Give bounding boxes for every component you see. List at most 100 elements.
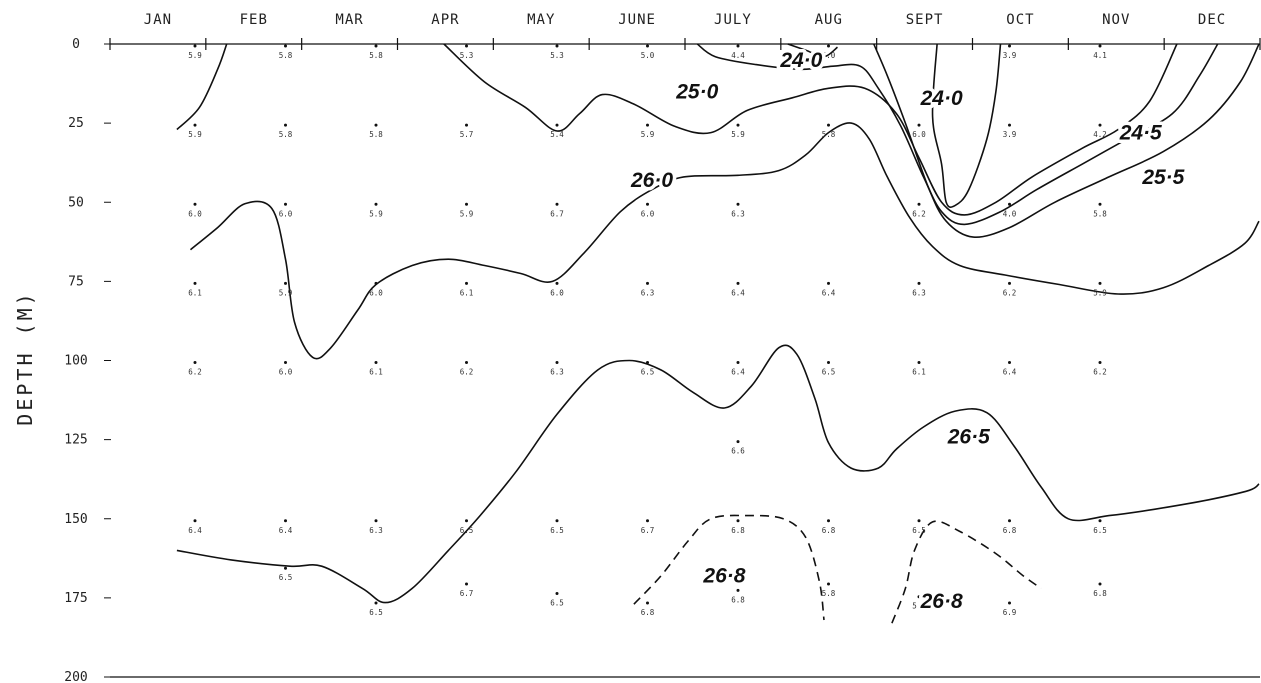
observation-dot — [646, 44, 649, 48]
observation-value: 5.9 — [188, 130, 202, 139]
observation-value: 6.0 — [641, 209, 655, 218]
observation-dot — [646, 123, 649, 127]
observation-value: 6.2 — [912, 209, 926, 218]
observation-value: 5.9 — [279, 288, 293, 297]
observation-value: 6.8 — [731, 595, 745, 604]
observation-dot — [374, 123, 378, 127]
observation-dot — [465, 202, 468, 206]
observation-dot — [827, 361, 830, 364]
month-label-sept: SEPT — [906, 12, 944, 28]
contour-value-label: 26·8 — [702, 565, 745, 588]
observation-dot — [827, 123, 830, 127]
observation-value: 6.5 — [641, 368, 655, 377]
observation-dot — [555, 361, 559, 364]
observation-value: 6.5 — [279, 573, 293, 582]
observation-value: 5.7 — [912, 602, 926, 611]
observation-value: 5.7 — [460, 130, 474, 139]
month-ticks — [109, 38, 1261, 50]
month-label-dec: DEC — [1198, 12, 1226, 28]
observation-value: 5.0 — [822, 51, 836, 60]
observation-dot — [736, 440, 740, 444]
observation-dot — [555, 44, 559, 48]
observation-value: 5.4 — [550, 130, 564, 139]
contour-25-0 — [443, 43, 1178, 216]
y-tick-labels: 0 25 50 75 100 125 150 175 200 — [64, 37, 111, 683]
observation-dot — [374, 202, 378, 206]
observation-value: 6.4 — [1003, 368, 1017, 377]
observation-dot — [284, 123, 287, 127]
observation-value: 5.9 — [1093, 288, 1107, 297]
observation-dot — [193, 123, 197, 127]
y-tick-label: 50 — [68, 195, 84, 210]
y-axis-label: DEPTH (M) — [13, 290, 37, 425]
observation-dot — [374, 44, 378, 48]
observation-value: 6.8 — [1093, 589, 1107, 598]
observation-dot — [555, 519, 559, 523]
observation-value: 6.3 — [641, 288, 655, 297]
y-tick-label: 25 — [68, 116, 84, 131]
contour-lines — [176, 43, 1260, 624]
observation-value: 5.3 — [550, 51, 564, 60]
observation-dot — [1098, 281, 1102, 285]
observation-value: 6.7 — [641, 526, 655, 535]
month-label-aug: AUG — [815, 12, 843, 28]
month-label-oct: OCT — [1006, 12, 1034, 28]
observation-dot — [646, 601, 649, 605]
y-tick-label: 100 — [64, 354, 87, 369]
observation-value: 5.9 — [731, 130, 745, 139]
contour-26-0 — [189, 122, 1260, 360]
observation-value: 6.0 — [369, 288, 383, 297]
contour-value-label: 24·5 — [1119, 122, 1162, 145]
contour-25-0 — [873, 43, 1260, 239]
observation-value: 6.3 — [912, 288, 926, 297]
observation-value: 5.9 — [188, 51, 202, 60]
observation-value: 6.0 — [550, 288, 564, 297]
observation-dot — [284, 44, 287, 48]
observation-value: 6.2 — [1093, 368, 1107, 377]
contour-24-0 — [176, 43, 228, 131]
y-tick-label: 150 — [64, 512, 87, 527]
observation-dot — [827, 582, 830, 586]
observation-dot — [1008, 601, 1011, 605]
observation-dot — [465, 519, 468, 523]
observation-dot — [736, 44, 740, 48]
observation-value: 5.9 — [641, 130, 655, 139]
observation-dot — [1098, 582, 1102, 586]
observation-value: 6.1 — [188, 288, 202, 297]
contour-26-8 — [633, 514, 825, 621]
contour-26-5 — [176, 344, 1260, 604]
contour-value-label: 25·5 — [1141, 166, 1184, 189]
contour-labels: 24·0 25·0 24·0 24·5 26·0 25·5 26·5 26·8 26·8 — [627, 45, 1189, 616]
observation-dot — [1098, 44, 1102, 48]
observation-value: 6.0 — [279, 368, 293, 377]
observation-dot — [284, 519, 287, 523]
observation-dot — [827, 44, 830, 48]
contour-26-8 — [891, 520, 1042, 624]
contour-value-label: 25·0 — [675, 80, 718, 103]
observation-dot — [193, 44, 197, 48]
observation-dot — [917, 123, 921, 127]
observation-dot — [1008, 519, 1011, 523]
observation-dot — [284, 361, 287, 364]
observation-dot — [646, 361, 649, 364]
observation-dot — [465, 361, 468, 364]
observation-value: 6.0 — [912, 130, 926, 139]
observation-value: 6.4 — [279, 526, 293, 535]
contour-24-0 — [931, 43, 1002, 208]
observation-dot — [736, 361, 740, 364]
observation-value: 6.2 — [188, 368, 202, 377]
observation-value: 5.9 — [460, 209, 474, 218]
observation-dot — [555, 123, 559, 127]
month-label-mar: MAR — [335, 12, 363, 28]
observation-value: 6.4 — [188, 526, 202, 535]
observation-dot — [646, 202, 649, 206]
observation-dot — [284, 202, 287, 206]
contour-value-label: 24·0 — [779, 49, 822, 72]
contour-value-label: 26·5 — [947, 425, 990, 448]
observation-value: 5.8 — [1093, 209, 1107, 218]
observation-dot — [1008, 123, 1011, 127]
observation-dot — [465, 582, 468, 586]
observation-value: 6.5 — [550, 599, 564, 608]
observation-dot — [736, 588, 740, 592]
observation-value: 6.1 — [369, 368, 383, 377]
